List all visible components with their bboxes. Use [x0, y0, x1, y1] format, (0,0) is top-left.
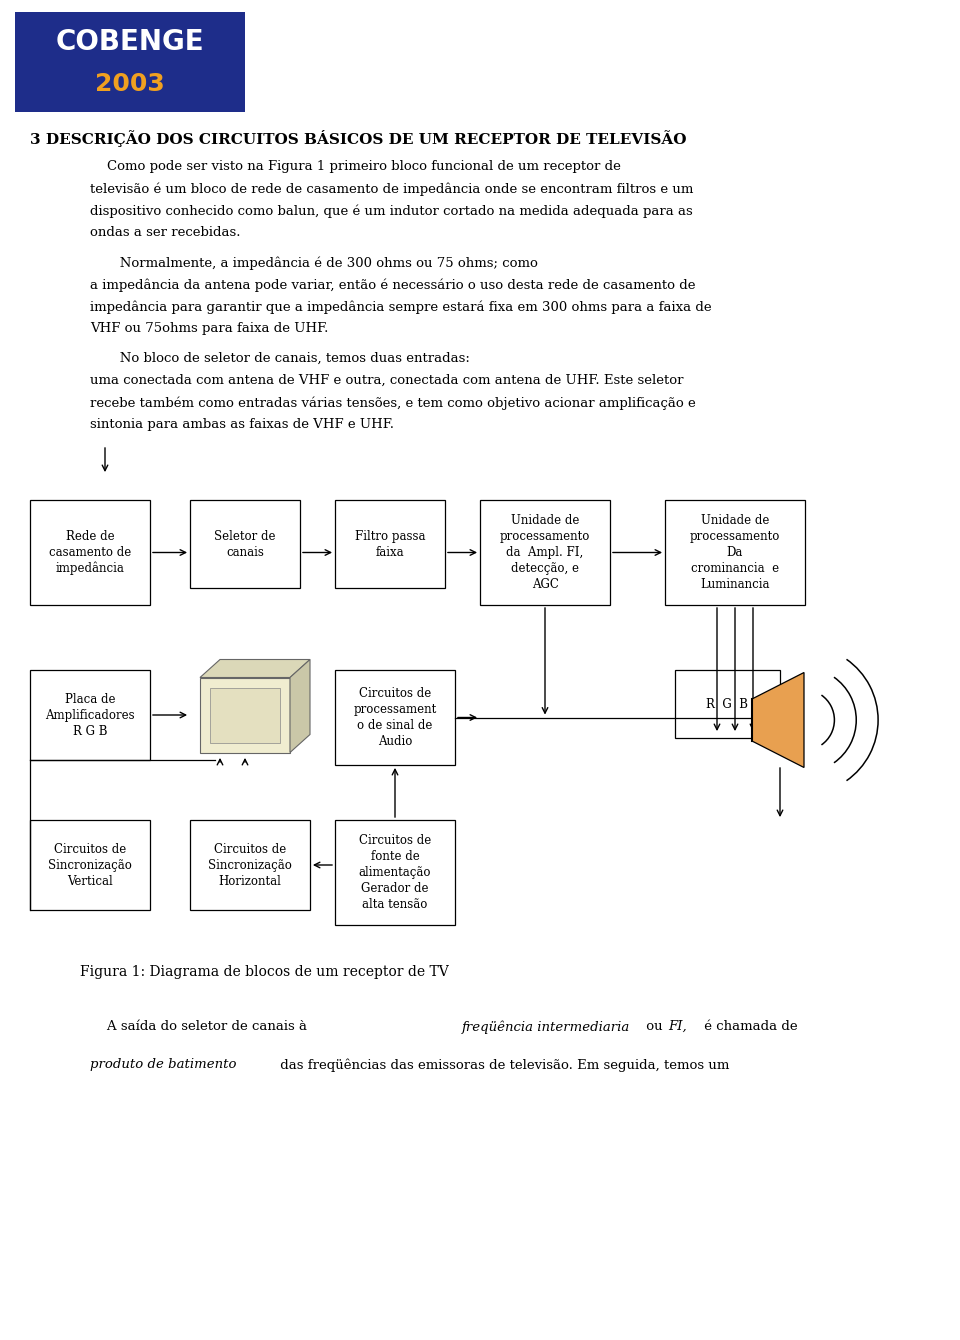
Text: Normalmente, a impedância é de 300 ohms ou 75 ohms; como: Normalmente, a impedância é de 300 ohms … — [90, 256, 538, 269]
Text: impedância para garantir que a impedância sempre estará fixa em 300 ohms para a : impedância para garantir que a impedânci… — [90, 300, 711, 314]
Text: ou: ou — [642, 1020, 667, 1033]
Bar — [30, 500, 150, 604]
Text: Como pode ser visto na Figura 1 primeiro bloco funcional de um receptor de: Como pode ser visto na Figura 1 primeiro… — [90, 159, 621, 173]
Text: Placa de
Amplificadores
R G B: Placa de Amplificadores R G B — [45, 693, 134, 737]
Text: Circuitos de
Sincronização
Vertical: Circuitos de Sincronização Vertical — [48, 843, 132, 887]
Polygon shape — [752, 673, 804, 768]
Bar — [190, 500, 300, 588]
Text: Figura 1: Diagrama de blocos de um receptor de TV: Figura 1: Diagrama de blocos de um recep… — [80, 965, 448, 980]
Text: uma conectada com antena de VHF e outra, conectada com antena de UHF. Este selet: uma conectada com antena de VHF e outra,… — [90, 374, 684, 387]
Bar — [480, 500, 610, 604]
Text: 3 DESCRIÇÃO DOS CIRCUITOS BÁSICOS DE UM RECEPTOR DE TELEVISÃO: 3 DESCRIÇÃO DOS CIRCUITOS BÁSICOS DE UM … — [30, 130, 686, 147]
Text: sintonia para ambas as faixas de VHF e UHF.: sintonia para ambas as faixas de VHF e U… — [90, 418, 394, 431]
Polygon shape — [200, 678, 290, 753]
Text: é chamada de: é chamada de — [700, 1020, 798, 1033]
Text: das freqüências das emissoras de televisão. Em seguida, temos um: das freqüências das emissoras de televis… — [276, 1059, 730, 1072]
Polygon shape — [200, 659, 310, 678]
Text: FI,: FI, — [668, 1020, 686, 1033]
FancyBboxPatch shape — [15, 12, 245, 113]
Text: Circuitos de
fonte de
alimentação
Gerador de
alta tensão: Circuitos de fonte de alimentação Gerado… — [359, 833, 431, 911]
Bar — [335, 500, 445, 588]
Text: COBENGE: COBENGE — [56, 28, 204, 56]
Text: VHF ou 75ohms para faixa de UHF.: VHF ou 75ohms para faixa de UHF. — [90, 322, 328, 335]
Text: Unidade de
processamento
Da
crominancia  e
Luminancia: Unidade de processamento Da crominancia … — [690, 515, 780, 591]
Text: televisão é um bloco de rede de casamento de impedância onde se encontram filtro: televisão é um bloco de rede de casament… — [90, 182, 693, 196]
Bar — [335, 670, 455, 765]
Text: produto de batimento: produto de batimento — [90, 1059, 236, 1071]
Text: recebe também como entradas várias tensões, e tem como objetivo acionar amplific: recebe também como entradas várias tensõ… — [90, 397, 696, 410]
Bar — [665, 500, 805, 604]
Polygon shape — [210, 687, 280, 742]
Bar — [30, 670, 150, 760]
Bar — [675, 670, 780, 738]
Text: A saída do seletor de canais à: A saída do seletor de canais à — [90, 1020, 311, 1033]
Text: No bloco de seletor de canais, temos duas entradas:: No bloco de seletor de canais, temos dua… — [90, 352, 469, 364]
Text: Seletor de
canais: Seletor de canais — [214, 529, 276, 559]
Text: Circuitos de
processament
o de sinal de
Audio: Circuitos de processament o de sinal de … — [353, 687, 437, 748]
Bar — [335, 820, 455, 925]
Text: dispositivo conhecido como balun, que é um indutor cortado na medida adequada pa: dispositivo conhecido como balun, que é … — [90, 204, 693, 217]
Polygon shape — [290, 659, 310, 753]
Text: Circuitos de
Sincronização
Horizontal: Circuitos de Sincronização Horizontal — [208, 843, 292, 887]
Text: R  G  B: R G B — [707, 698, 749, 710]
Bar — [30, 820, 150, 910]
Bar — [190, 820, 310, 910]
Text: ondas a ser recebidas.: ondas a ser recebidas. — [90, 226, 241, 239]
Text: freqüência intermediaria: freqüência intermediaria — [462, 1020, 631, 1033]
Text: Unidade de
processamento
da  Ampl. FI,
detecção, e
AGC: Unidade de processamento da Ampl. FI, de… — [500, 515, 590, 591]
Text: Filtro passa
faixa: Filtro passa faixa — [355, 529, 425, 559]
Text: Rede de
casamento de
impedância: Rede de casamento de impedância — [49, 529, 132, 575]
Text: 2003: 2003 — [95, 72, 165, 96]
Text: a impedância da antena pode variar, então é necessário o uso desta rede de casam: a impedância da antena pode variar, entã… — [90, 277, 695, 292]
